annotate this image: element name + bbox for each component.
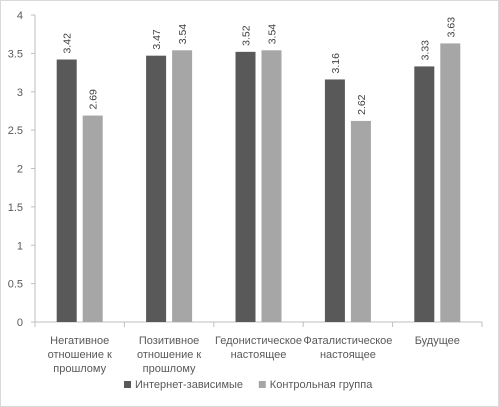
y-tick-label: 4 <box>17 10 23 22</box>
bar <box>146 55 167 323</box>
y-tick-label: 3 <box>17 87 23 99</box>
data-label: 3.47 <box>151 29 163 50</box>
x-category-label: Позитивное отношение к прошлому <box>137 335 201 375</box>
data-label: 2.69 <box>88 89 100 110</box>
data-label: 2.62 <box>356 94 368 115</box>
bar <box>440 43 461 323</box>
data-label: 3.42 <box>62 33 74 54</box>
bar <box>350 120 371 322</box>
bar <box>56 59 77 322</box>
data-label: 3.63 <box>445 17 457 38</box>
bar <box>324 79 345 322</box>
x-axis: Негативное отношение к прошлому Позитивное о… <box>34 321 483 375</box>
x-category-label: Будущее <box>415 335 460 347</box>
y-tick-label: 3.5 <box>8 48 23 60</box>
data-label: 3.54 <box>177 24 189 45</box>
data-label: 3.33 <box>419 40 431 61</box>
data-label: 3.52 <box>241 25 253 46</box>
x-category-label: Фаталистическое настоящее <box>303 335 392 361</box>
legend: Интернет-зависимые Контрольная группа <box>124 379 373 391</box>
data-label: 3.16 <box>330 53 342 74</box>
x-category-label: Негативное отношение к прошлому <box>48 335 112 375</box>
data-labels: 3.42 3.47 3.52 3.16 3.33 2.69 3.54 3.54 2.62 3.63 <box>62 17 458 115</box>
bars <box>56 43 461 323</box>
y-tick-label: 1 <box>17 240 23 252</box>
legend-label: Интернет-зависимые <box>135 379 243 391</box>
bar <box>82 115 103 322</box>
y-tick-label: 0 <box>17 317 23 329</box>
x-category-label: Гедонистическое настоящее <box>215 335 302 361</box>
bar <box>261 50 282 323</box>
data-label: 3.54 <box>267 24 279 45</box>
bar <box>414 66 435 322</box>
bar <box>172 50 193 323</box>
y-tick-label: 1.5 <box>8 202 23 214</box>
legend-swatch <box>124 381 131 388</box>
y-axis: 0 0.5 1 1.5 2 2.5 3 3.5 4 <box>8 10 36 329</box>
y-tick-label: 0.5 <box>8 279 23 291</box>
bar <box>235 51 256 323</box>
y-tick-label: 2 <box>17 164 23 176</box>
y-tick-label: 2.5 <box>8 125 23 137</box>
legend-label: Контрольная группа <box>270 379 373 391</box>
legend-swatch <box>258 381 266 388</box>
